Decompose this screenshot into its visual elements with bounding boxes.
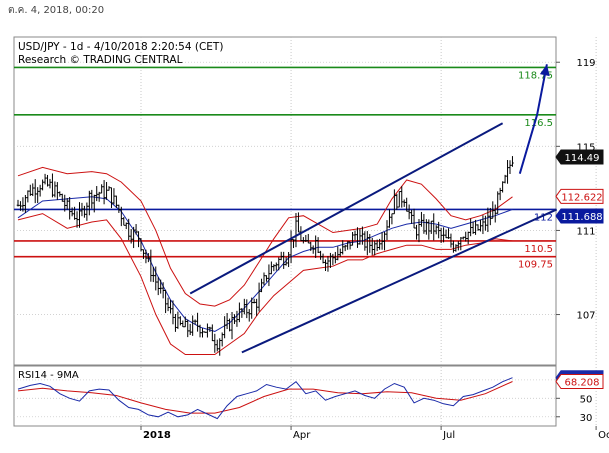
level-label: 118.75 — [518, 70, 553, 81]
datestamp: ต.ค. 4, 2018, 00:20 — [8, 5, 105, 16]
rsi-ma-line — [17, 381, 513, 414]
badge-shape — [555, 149, 604, 165]
rsi-y-tick-label: 50 — [580, 394, 593, 405]
badge-value: 111.688 — [561, 212, 602, 223]
badge-value: 68.208 — [565, 377, 600, 388]
x-tick-label: Oct — [598, 430, 609, 441]
projection-arrowhead — [539, 64, 550, 77]
upper-band-line — [17, 166, 513, 307]
price-badge: 114.49 — [555, 149, 604, 165]
projection-line — [518, 64, 548, 174]
y-tick-label: 115 — [576, 142, 595, 153]
candlesticks — [16, 156, 514, 356]
price-badge: 112.622 — [555, 188, 604, 204]
channel-lower-line — [241, 208, 558, 354]
x-tick-label: Jul — [442, 430, 455, 441]
x-tick-label: 2018 — [143, 430, 171, 441]
badge-shape — [555, 208, 604, 224]
axes: 2018AprJulOct107111115119305070 — [140, 58, 609, 441]
badge-value: 112.622 — [561, 192, 602, 203]
rsi-line — [17, 377, 513, 420]
grid — [14, 37, 597, 426]
trend-channel — [189, 64, 558, 354]
chart-subtitle: Research © TRADING CENTRAL — [18, 54, 183, 66]
rsi-panel — [14, 377, 556, 420]
y-tick-label: 119 — [576, 58, 595, 69]
price-panel-frame — [13, 36, 557, 366]
rsi-y-tick-label: 30 — [580, 413, 593, 424]
level-label: 109.75 — [518, 260, 553, 271]
y-tick-label: 107 — [576, 311, 595, 322]
rsi-label: RSI14 - 9MA — [18, 370, 79, 381]
level-label: 112 — [534, 212, 553, 223]
price-badge: 111.688 — [555, 208, 604, 224]
badge-value: 114.49 — [565, 153, 600, 164]
lower-band-line — [17, 213, 513, 355]
y-tick-label: 111 — [576, 226, 595, 237]
level-label: 110.5 — [524, 244, 553, 255]
channel-upper-line — [189, 122, 504, 295]
badge-shape — [555, 188, 604, 204]
chart-title: USD/JPY - 1d - 4/10/2018 2:20:54 (CET) — [18, 41, 223, 53]
rsi-ma-value-badge: 68.208 — [555, 373, 604, 389]
x-tick-label: Apr — [293, 430, 311, 441]
level-label: 116.5 — [524, 118, 553, 129]
badge-shape — [555, 373, 604, 389]
